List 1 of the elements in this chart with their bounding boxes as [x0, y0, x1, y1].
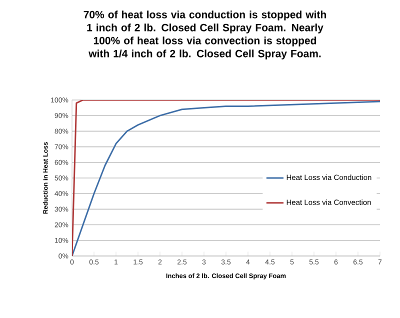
chart-title: 70% of heat loss via conduction is stopped with 1 inch of 2 lb. Closed Cell Spray Foam. Nearly 100% of heat loss via convection is stopped with 1/4 inch of 2 lb. Closed Cell Spray Foam. [84, 10, 326, 60]
